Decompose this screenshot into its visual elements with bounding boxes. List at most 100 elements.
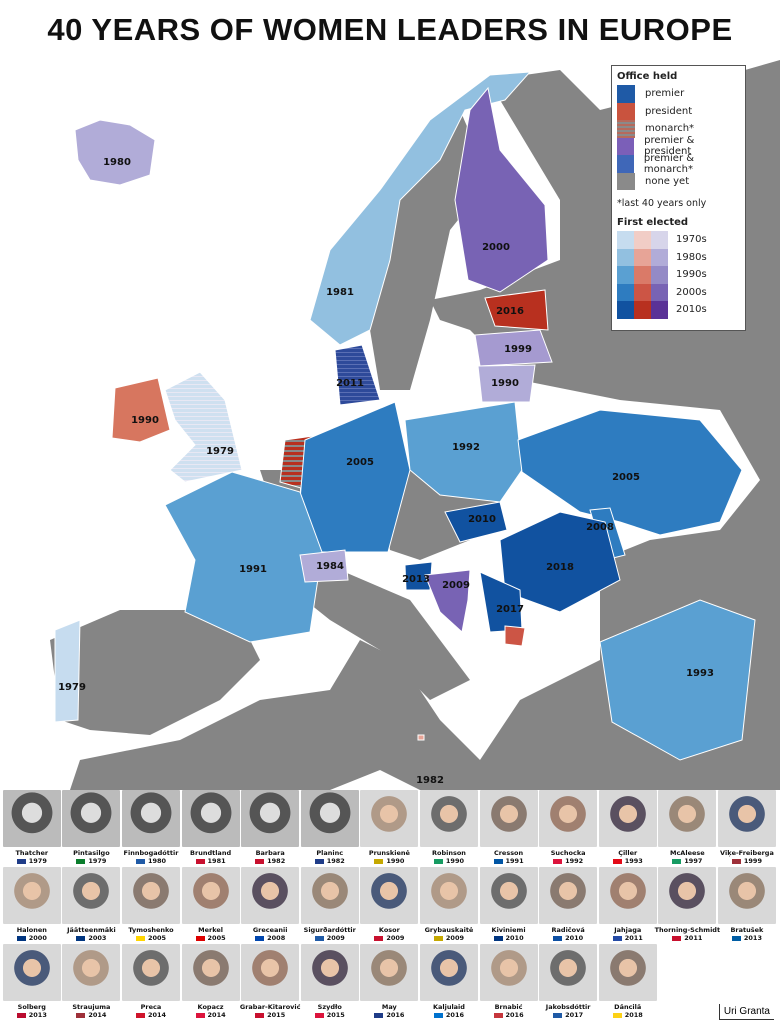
leader-name: Thatcher xyxy=(15,849,49,857)
flag-icon xyxy=(255,1012,265,1018)
ramp-cell xyxy=(617,266,634,284)
leader-photo xyxy=(479,790,538,847)
flag-icon xyxy=(612,935,622,941)
leader-name: Radičová xyxy=(551,926,585,934)
leader-card: Sigurðardóttir 2009 xyxy=(300,867,360,944)
portrait-row: Halonen 2000 Jäätteenmäki 2003 Tymoshenko 200… xyxy=(2,867,778,944)
flag-icon xyxy=(553,858,563,864)
country-ukraine xyxy=(517,409,743,536)
leader-photo xyxy=(241,944,300,1001)
label-croatia: 2009 xyxy=(442,580,470,591)
leader-year: 2005 xyxy=(147,934,167,942)
map-legend: Office held premier president monarch* prem… xyxy=(611,65,746,331)
flag-icon xyxy=(195,858,205,864)
leader-photo xyxy=(121,790,180,847)
flag-icon xyxy=(16,935,26,941)
leader-year-row: 2003 xyxy=(76,934,106,942)
leader-year-row: 2011 xyxy=(612,934,643,942)
leader-name: Thorning-Schmidt xyxy=(654,926,721,934)
ramp-cell xyxy=(617,231,634,249)
leader-year-row: 2009 xyxy=(314,934,345,942)
leader-card: Thorning-Schmidt 2011 xyxy=(654,867,721,944)
leader-card: Preca 2014 xyxy=(121,944,181,1021)
leader-card: Robinson 1990 xyxy=(419,790,479,867)
flag-icon xyxy=(612,858,622,864)
ramp-cell xyxy=(651,231,668,249)
leader-name: Çiller xyxy=(618,849,638,857)
leader-year: 2014 xyxy=(147,1011,167,1019)
legend-label: president xyxy=(645,105,693,117)
leader-photo xyxy=(181,790,240,847)
country-portugal xyxy=(54,619,81,723)
leader-card: Brnabić 2016 xyxy=(479,944,539,1021)
leader-year: 2003 xyxy=(88,934,107,942)
leader-photo xyxy=(539,790,598,847)
label-germany: 2005 xyxy=(346,457,374,468)
country-turkey xyxy=(599,599,756,761)
label-slovenia: 2013 xyxy=(402,574,430,585)
leader-card: May 2016 xyxy=(360,944,420,1021)
page-title: 40 YEARS OF WOMEN LEADERS IN EUROPE xyxy=(47,12,733,47)
leader-year-row: 2016 xyxy=(493,1011,524,1019)
leader-photo xyxy=(241,790,300,847)
label-norway: 1981 xyxy=(326,287,354,298)
ramp-cell xyxy=(617,283,634,301)
leader-card: McAleese 1997 xyxy=(658,790,718,867)
leader-portraits: Thatcher 1979 Pintasilgo 1979 Finnbogadóttir… xyxy=(2,790,778,1021)
leader-card: Grybauskaitė 2009 xyxy=(419,867,479,944)
country-slovenia xyxy=(404,561,433,591)
leader-photo xyxy=(62,790,121,847)
leader-year-row: 2014 xyxy=(195,1011,226,1019)
label-romania: 2018 xyxy=(546,562,574,573)
flag-icon xyxy=(731,858,741,864)
leader-name: Cresson xyxy=(493,849,524,857)
flag-icon xyxy=(433,935,443,941)
leader-name: Brnabić xyxy=(494,1003,523,1011)
leader-card: Suchocka 1992 xyxy=(538,790,598,867)
leader-name: Robinson xyxy=(431,849,466,857)
leader-photo xyxy=(121,867,180,924)
leader-year: 2013 xyxy=(743,934,762,942)
leader-year-row: 1992 xyxy=(553,857,583,865)
leader-year-row: 2015 xyxy=(255,1011,285,1019)
leader-card: Merkel 2005 xyxy=(181,867,241,944)
leader-photo xyxy=(2,867,61,924)
leader-photo xyxy=(658,790,717,847)
leader-year: 1993 xyxy=(624,857,643,865)
legend-item: president xyxy=(617,102,740,120)
ramp-cell xyxy=(617,248,634,266)
leader-year: 2014 xyxy=(88,1011,107,1019)
leader-card: Thatcher 1979 xyxy=(2,790,62,867)
leader-year-row: 1990 xyxy=(374,857,404,865)
leader-name: Kopacz xyxy=(197,1003,224,1011)
flag-icon xyxy=(731,935,741,941)
flag-icon xyxy=(16,1012,26,1018)
leader-year: 1999 xyxy=(743,857,762,865)
leader-year: 2011 xyxy=(624,934,643,942)
leader-card: Cresson 1991 xyxy=(479,790,539,867)
leader-year: 2010 xyxy=(505,934,524,942)
leader-name: Grabar-Kitarović xyxy=(239,1003,301,1011)
flag-icon xyxy=(314,935,324,941)
leader-year: 2005 xyxy=(207,934,226,942)
leader-card: Jäätteenmäki 2003 xyxy=(62,867,122,944)
flag-icon xyxy=(553,1012,563,1018)
leader-name: Barbara xyxy=(255,849,285,857)
leader-year-row: 1997 xyxy=(672,857,702,865)
flag-icon xyxy=(433,858,443,864)
label-serbia: 2017 xyxy=(496,604,524,615)
ramp-cell xyxy=(634,301,651,319)
countries xyxy=(54,71,756,761)
leader-year: 2015 xyxy=(326,1011,345,1019)
label-malta: 1982 xyxy=(416,775,444,786)
legend-swatch xyxy=(617,85,635,103)
leader-photo xyxy=(62,944,121,1001)
legend-item: premier xyxy=(617,85,740,103)
leader-photo xyxy=(300,944,359,1001)
flag-icon xyxy=(314,858,324,864)
leader-year: 1992 xyxy=(565,857,584,865)
leader-name: Vīķe-Freiberga xyxy=(719,849,774,857)
legend-label: premier xyxy=(645,88,685,100)
legend-item: none yet xyxy=(617,172,740,190)
legend-label: none yet xyxy=(645,175,690,187)
